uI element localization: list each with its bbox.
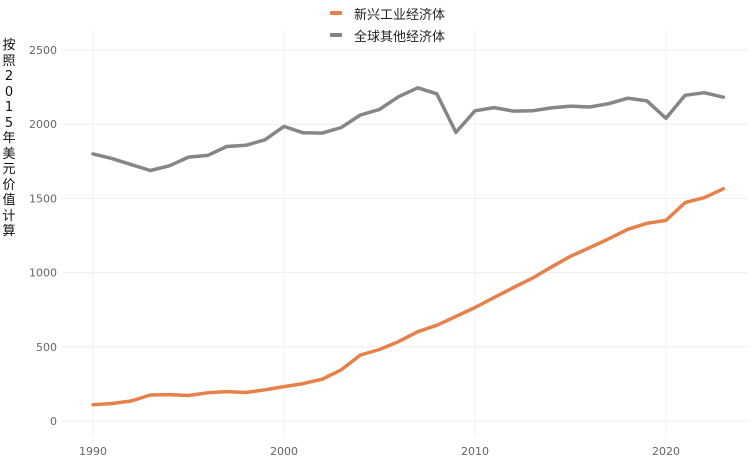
x-axis-ticks: 1990 2000 2010 2020 [79,445,680,458]
y-axis-ticks: 0 500 1000 1500 2000 2500 [29,44,57,428]
x-tick-label: 1990 [79,445,107,458]
legend-swatch-emerging [330,11,342,15]
y-tick-label: 1500 [29,192,57,205]
legend-label-rest-of-world: 全球其他经济体 [354,29,446,45]
series-line-emerging [91,187,726,407]
y-tick-label: 2500 [29,44,57,57]
x-tick-label: 2010 [461,445,489,458]
series-line-rest-of-world [91,86,726,173]
legend-label-emerging: 新兴工业经济体 [354,7,446,23]
y-tick-label: 500 [36,341,57,354]
y-tick-label: 1000 [29,267,57,280]
series-lines [91,86,726,407]
x-tick-label: 2020 [652,445,680,458]
legend-item-emerging: 新兴工业经济体 [330,2,445,24]
legend: 新兴工业经济体 全球其他经济体 [330,2,445,46]
y-tick-label: 0 [50,415,57,428]
x-tick-label: 2000 [270,445,298,458]
grid-lines [62,30,748,438]
y-axis-label: 按照2015年美元价值计算 [2,38,16,239]
legend-item-rest-of-world: 全球其他经济体 [330,24,445,46]
legend-swatch-rest-of-world [330,33,342,37]
y-tick-label: 2000 [29,118,57,131]
